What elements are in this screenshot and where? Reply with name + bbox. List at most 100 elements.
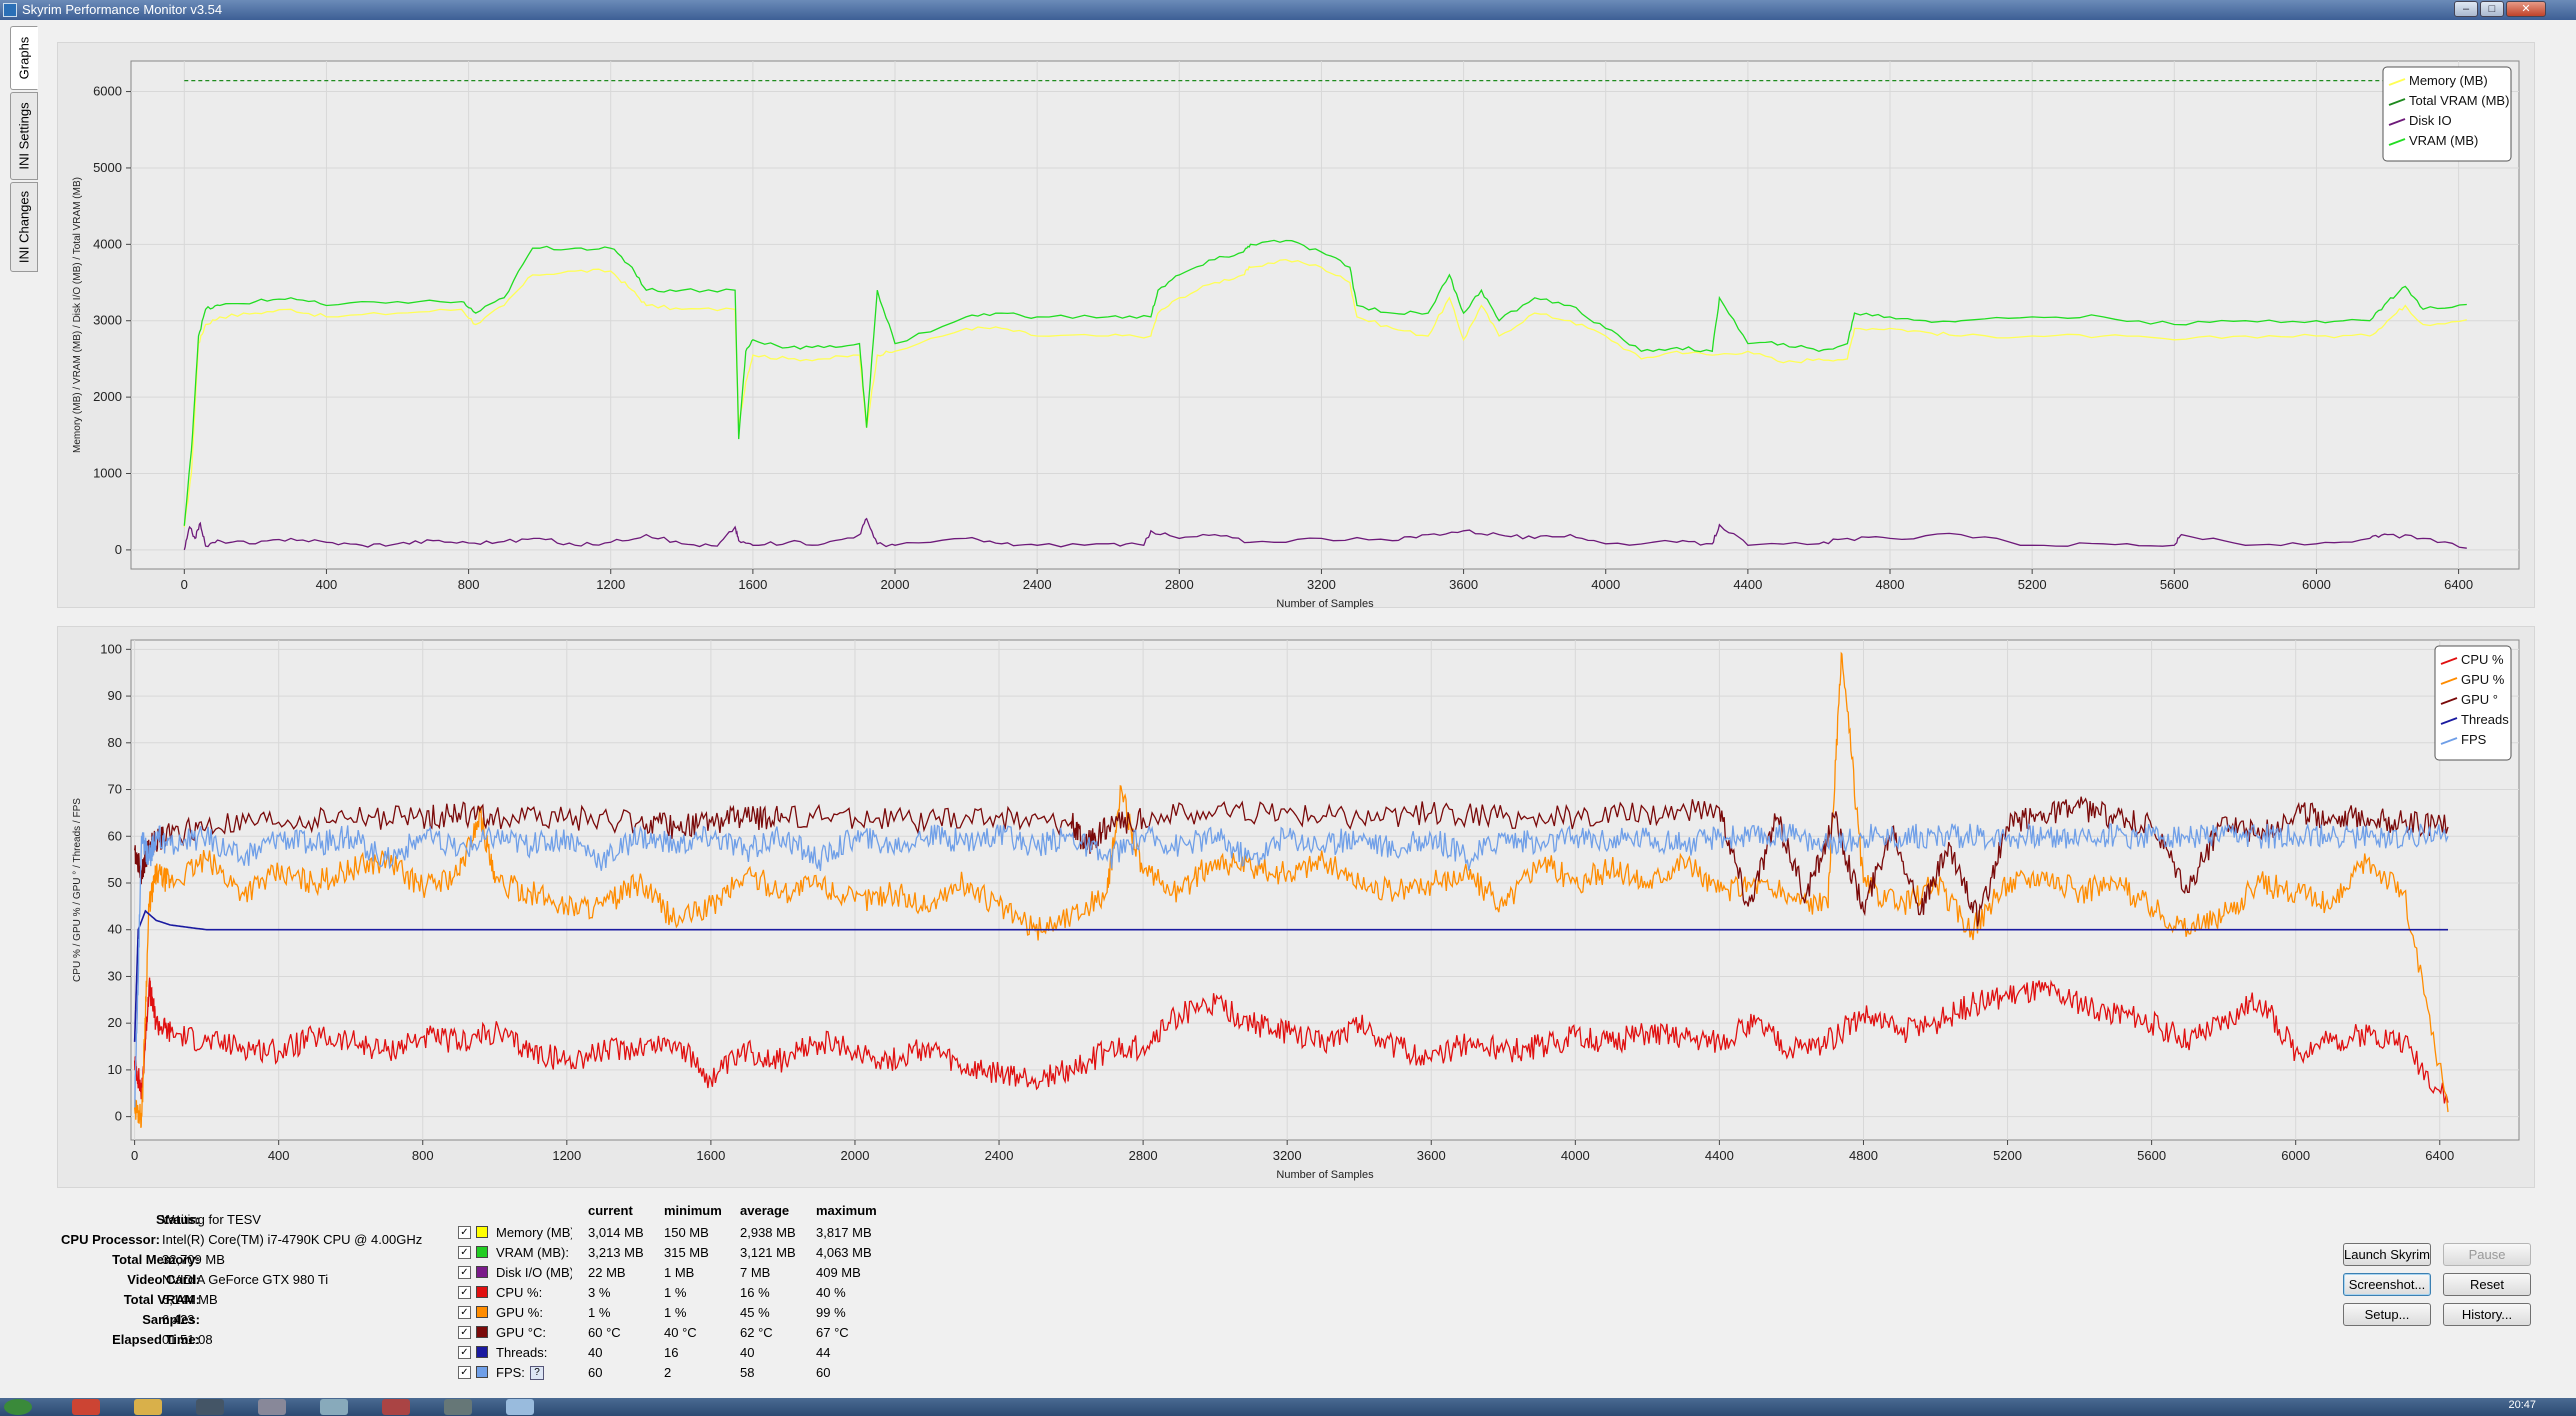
memory-chart-panel: 0 400 800 1200 1600 2000 2400 2800 3200 3600 4000 4… bbox=[57, 42, 2535, 610]
stats-cell: 3,121 MB bbox=[740, 1245, 796, 1260]
maximize-button[interactable]: □ bbox=[2480, 1, 2504, 17]
folder-icon[interactable] bbox=[134, 1399, 162, 1415]
info-row-vram: Total VRAM: 6,144 MB bbox=[50, 1292, 450, 1312]
help-icon[interactable]: ? bbox=[530, 1366, 544, 1380]
x-tick-label: 4800 bbox=[1849, 1148, 1878, 1163]
y-tick-label: 20 bbox=[108, 1015, 122, 1030]
series-checkbox[interactable]: ✓ bbox=[458, 1246, 471, 1259]
series-line-vram-mb bbox=[183, 239, 2467, 526]
stats-cell: 40 % bbox=[816, 1285, 846, 1300]
stats-row: ✓ Disk I/O (MB): 22 MB 1 MB 7 MB 409 MB bbox=[458, 1263, 898, 1283]
launch-skyrim-button[interactable]: Launch Skyrim bbox=[2343, 1243, 2431, 1266]
x-tick-label: 4000 bbox=[1591, 577, 1620, 592]
stats-row: ✓ GPU %: 1 % 1 % 45 % 99 % bbox=[458, 1303, 898, 1323]
stats-cell: 60 °C bbox=[588, 1325, 621, 1340]
series-color-swatch bbox=[476, 1346, 488, 1358]
series-checkbox[interactable]: ✓ bbox=[458, 1326, 471, 1339]
stats-cell: 1 % bbox=[664, 1285, 687, 1300]
series-line-fps bbox=[134, 822, 2449, 1108]
setup-button[interactable]: Setup... bbox=[2343, 1303, 2431, 1326]
x-tick-label: 5200 bbox=[2018, 577, 2047, 592]
series-line-cpu bbox=[133, 977, 2449, 1104]
tab-ini-settings[interactable]: INI Settings bbox=[10, 92, 38, 180]
legend-swatch bbox=[2388, 118, 2406, 126]
x-tick-label: 2800 bbox=[1165, 577, 1194, 592]
y-axis-label: CPU % / GPU % / GPU ° / Threads / FPS bbox=[72, 798, 83, 982]
y-tick-label: 0 bbox=[115, 1109, 122, 1124]
legend-swatch bbox=[2440, 677, 2458, 685]
series-color-swatch bbox=[476, 1226, 488, 1238]
info-row-cpu: CPU Processor: Intel(R) Core(TM) i7-4790K… bbox=[50, 1232, 450, 1252]
clock: 20:47 bbox=[2508, 1399, 2536, 1411]
start-icon[interactable] bbox=[4, 1399, 32, 1415]
x-tick-label: 5200 bbox=[1993, 1148, 2022, 1163]
x-tick-label: 2800 bbox=[1129, 1148, 1158, 1163]
y-tick-label: 10 bbox=[108, 1062, 122, 1077]
x-tick-label: 2400 bbox=[985, 1148, 1014, 1163]
tab-graphs[interactable]: Graphs bbox=[10, 26, 38, 90]
taskbar-app-icon[interactable] bbox=[258, 1399, 286, 1415]
info-label: CPU Processor: bbox=[61, 1232, 160, 1247]
series-group bbox=[133, 651, 2449, 1128]
y-tick-label: 4000 bbox=[93, 236, 122, 251]
legend-label: Total VRAM (MB) bbox=[2409, 93, 2509, 108]
legend-label: GPU ° bbox=[2461, 692, 2498, 707]
taskbar-app-icon[interactable] bbox=[382, 1399, 410, 1415]
minimize-button[interactable]: – bbox=[2454, 1, 2478, 17]
info-value: 6,423 bbox=[162, 1312, 195, 1327]
app-icon bbox=[3, 3, 17, 17]
stats-cell: 58 bbox=[740, 1365, 755, 1380]
taskbar-app-icon[interactable] bbox=[320, 1399, 348, 1415]
series-checkbox[interactable]: ✓ bbox=[458, 1226, 471, 1239]
x-tick-label: 1600 bbox=[696, 1148, 725, 1163]
series-checkbox[interactable]: ✓ bbox=[458, 1366, 471, 1379]
legend-label: Disk IO bbox=[2409, 113, 2452, 128]
info-row-video-card: Video Card: NVIDIA GeForce GTX 980 Ti bbox=[50, 1272, 450, 1292]
y-tick-label: 100 bbox=[100, 641, 122, 656]
info-row-samples: Samples: 6,423 bbox=[50, 1312, 450, 1332]
plot-area bbox=[130, 60, 2520, 570]
y-tick-label: 80 bbox=[108, 735, 122, 750]
x-tick-label: 4400 bbox=[1733, 577, 1762, 592]
stats-cell: 40 bbox=[740, 1345, 755, 1360]
taskbar-app-icon[interactable] bbox=[72, 1399, 100, 1415]
close-button[interactable]: ✕ bbox=[2506, 1, 2546, 17]
info-label: Elapsed Time: bbox=[112, 1332, 200, 1347]
series-checkbox[interactable]: ✓ bbox=[458, 1306, 471, 1319]
pause-button[interactable]: Pause bbox=[2443, 1243, 2531, 1266]
legend: CPU % GPU % GPU ° Threads FPS bbox=[2434, 645, 2512, 761]
history-button[interactable]: History... bbox=[2443, 1303, 2531, 1326]
legend-swatch bbox=[2440, 657, 2458, 665]
series-checkbox[interactable]: ✓ bbox=[458, 1346, 471, 1359]
stats-row: ✓ VRAM (MB): 3,213 MB 315 MB 3,121 MB 4,063 M… bbox=[458, 1243, 898, 1263]
legend-swatch bbox=[2440, 697, 2458, 705]
x-tick-label: 0 bbox=[131, 1148, 138, 1163]
stats-header: maximum bbox=[816, 1203, 877, 1218]
series-color-swatch bbox=[476, 1326, 488, 1338]
screenshot-button[interactable]: Screenshot... bbox=[2343, 1273, 2431, 1296]
taskbar-app-icon[interactable] bbox=[196, 1399, 224, 1415]
taskbar-app-icon[interactable] bbox=[444, 1399, 472, 1415]
x-tick-label: 400 bbox=[268, 1148, 290, 1163]
info-row-memory: Total Memory: 32,709 MB bbox=[50, 1252, 450, 1272]
info-label: Samples: bbox=[142, 1312, 200, 1327]
series-checkbox[interactable]: ✓ bbox=[458, 1266, 471, 1279]
info-value: 32,709 MB bbox=[162, 1252, 225, 1267]
reset-button[interactable]: Reset bbox=[2443, 1273, 2531, 1296]
x-tick-label: 0 bbox=[181, 577, 188, 592]
y-tick-label: 1000 bbox=[93, 466, 122, 481]
x-tick-label: 800 bbox=[458, 577, 480, 592]
series-checkbox[interactable]: ✓ bbox=[458, 1286, 471, 1299]
series-color-swatch bbox=[476, 1306, 488, 1318]
stats-row: ✓ CPU %: 3 % 1 % 16 % 40 % bbox=[458, 1283, 898, 1303]
legend: Memory (MB) Total VRAM (MB) Disk IO VRAM (M… bbox=[2382, 66, 2512, 162]
x-tick-label: 1200 bbox=[596, 577, 625, 592]
x-tick-label: 6000 bbox=[2302, 577, 2331, 592]
series-name: VRAM (MB): bbox=[496, 1245, 569, 1260]
stats-header: minimum bbox=[664, 1203, 722, 1218]
taskbar-app-icon[interactable] bbox=[506, 1399, 534, 1415]
series-line-disk-io bbox=[183, 517, 2467, 551]
y-axis-label: Memory (MB) / VRAM (MB) / Disk I/O (MB) … bbox=[72, 177, 83, 453]
x-tick-label: 2000 bbox=[841, 1148, 870, 1163]
tab-ini-changes[interactable]: INI Changes bbox=[10, 182, 38, 272]
